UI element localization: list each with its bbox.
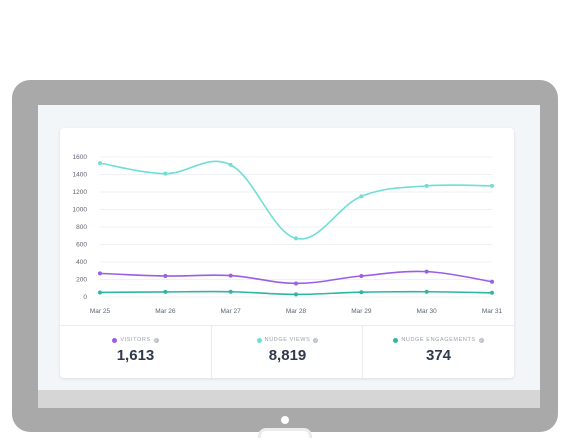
y-tick-label: 1400 (73, 172, 88, 179)
stat-value: 8,819 (268, 347, 307, 364)
monitor-stand (258, 428, 312, 438)
stat-label-row: NUDGE VIEWS ? (212, 337, 363, 343)
analytics-card: 0 200 400 600 800 1000 1200 1400 1600 Mar 25 Mar 2… (60, 128, 514, 378)
nudge-engagements-point (424, 289, 429, 294)
stats-row: VISITORS ? 1,613 NUDGE VIEWS ? 8,819 NUD… (60, 326, 514, 378)
nudge-views-point (294, 236, 298, 241)
visitors-point (490, 279, 494, 284)
x-tick-label: Mar 29 (351, 308, 372, 315)
y-tick-label: 800 (76, 224, 87, 231)
visitors-point (424, 269, 429, 274)
nudge-engagements-point (98, 290, 102, 295)
monitor-chin (38, 390, 540, 408)
stat-visitors: VISITORS ? 1,613 (60, 326, 211, 378)
x-tick-label: Mar 26 (155, 308, 176, 315)
x-tick-label: Mar 31 (482, 308, 503, 315)
stat-label-row: NUDGE ENGAGEMENTS ? (363, 337, 514, 343)
y-tick-label: 200 (76, 277, 87, 284)
nudge-engagements-point (163, 289, 168, 294)
stat-label: VISITORS (120, 337, 151, 343)
y-tick-label: 1000 (73, 207, 88, 214)
stat-value: 374 (425, 347, 452, 364)
stat-label-row: VISITORS ? (60, 337, 211, 343)
help-icon[interactable]: ? (313, 337, 319, 343)
visitors-point (294, 281, 298, 286)
nudge-engagements-point (359, 290, 364, 295)
nudge-views-point (163, 171, 168, 176)
y-tick-label: 1600 (73, 154, 88, 161)
visitors-point (98, 271, 102, 276)
nudge-engagements-point (490, 290, 494, 295)
nudge-views-point (98, 161, 102, 166)
x-tick-label: Mar 27 (221, 308, 242, 315)
nudge-views-legend-dot (256, 337, 262, 343)
stat-nudge-engagements: NUDGE ENGAGEMENTS ? 374 (362, 326, 514, 378)
y-tick-label: 1200 (73, 189, 88, 196)
nudge-views-point (490, 183, 494, 188)
nudge-views-point (359, 194, 364, 199)
visitors-point (228, 273, 233, 278)
stat-value: 1,613 (116, 347, 155, 364)
camera-icon (281, 416, 289, 424)
x-tick-label: Mar 25 (90, 308, 111, 315)
visitors-point (359, 274, 364, 278)
y-tick-label: 400 (76, 259, 87, 266)
visitors-legend-dot (112, 337, 118, 343)
stat-label: NUDGE ENGAGEMENTS (401, 337, 476, 343)
y-tick-label: 600 (76, 242, 87, 249)
line-chart: 0 200 400 600 800 1000 1200 1400 1600 Mar 25 Mar 2… (73, 154, 503, 315)
stat-nudge-views: NUDGE VIEWS ? 8,819 (211, 326, 363, 378)
y-tick-label: 0 (83, 294, 87, 301)
nudge-engagements-legend-dot (393, 337, 399, 343)
nudge-views-point (228, 162, 233, 167)
x-tick-label: Mar 30 (417, 308, 438, 315)
x-tick-label: Mar 28 (286, 308, 307, 315)
help-icon[interactable]: ? (153, 337, 159, 343)
stat-label: NUDGE VIEWS (264, 337, 311, 343)
nudge-engagements-point (294, 292, 298, 297)
nudge-engagements-point (228, 289, 233, 294)
nudge-views-point (424, 183, 429, 188)
help-icon[interactable]: ? (478, 337, 484, 343)
visitors-point (163, 274, 168, 278)
divider (60, 325, 514, 326)
